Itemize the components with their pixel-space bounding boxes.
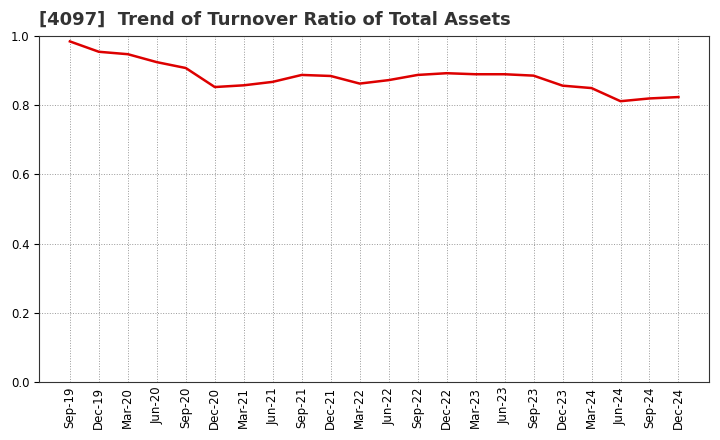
Text: [4097]  Trend of Turnover Ratio of Total Assets: [4097] Trend of Turnover Ratio of Total …: [40, 11, 511, 29]
